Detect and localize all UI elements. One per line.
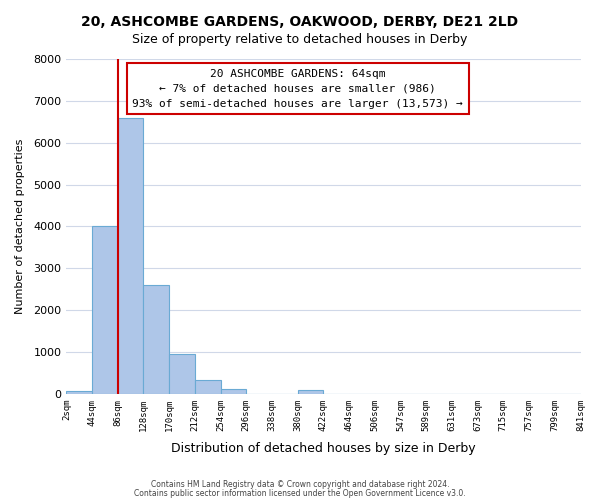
Bar <box>221 389 246 394</box>
Bar <box>169 354 195 394</box>
Text: 20 ASHCOMBE GARDENS: 64sqm
← 7% of detached houses are smaller (986)
93% of semi: 20 ASHCOMBE GARDENS: 64sqm ← 7% of detac… <box>133 69 463 108</box>
Bar <box>298 390 323 394</box>
Text: 20, ASHCOMBE GARDENS, OAKWOOD, DERBY, DE21 2LD: 20, ASHCOMBE GARDENS, OAKWOOD, DERBY, DE… <box>82 15 518 29</box>
Text: Contains public sector information licensed under the Open Government Licence v3: Contains public sector information licen… <box>134 488 466 498</box>
Bar <box>67 391 92 394</box>
Bar <box>92 226 118 394</box>
Y-axis label: Number of detached properties: Number of detached properties <box>15 138 25 314</box>
Text: Contains HM Land Registry data © Crown copyright and database right 2024.: Contains HM Land Registry data © Crown c… <box>151 480 449 489</box>
Bar <box>118 118 143 394</box>
X-axis label: Distribution of detached houses by size in Derby: Distribution of detached houses by size … <box>171 442 476 455</box>
Bar <box>143 285 169 394</box>
Bar <box>195 380 221 394</box>
Text: Size of property relative to detached houses in Derby: Size of property relative to detached ho… <box>133 32 467 46</box>
